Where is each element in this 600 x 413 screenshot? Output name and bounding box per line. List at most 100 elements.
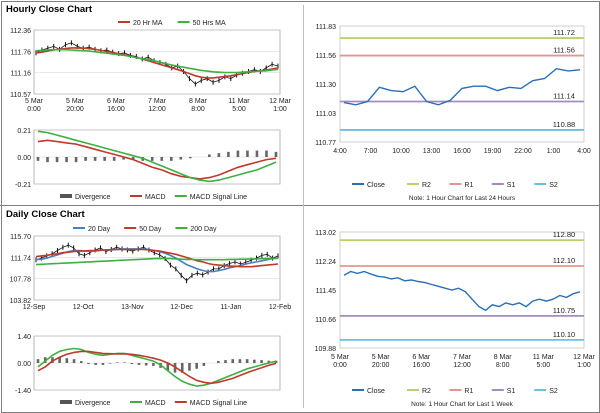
pivot-r1-label: 112.10 [553, 256, 575, 265]
legend-label: 200 Day [190, 226, 217, 233]
x-tick-label: 12-Feb [269, 304, 291, 311]
x-tick-label: 16:00 [453, 148, 471, 155]
x-tick-label: 5 Mar 0:00 [331, 354, 350, 369]
x-tick-label: 5 Mar 20:00 [66, 98, 85, 113]
legend-label: 50 Day [139, 226, 162, 233]
legend-swatch [60, 194, 72, 198]
legend-label: R2 [422, 388, 431, 395]
daily-section-title: Daily Close Chart [6, 209, 85, 220]
y-tick-label: 115.70 [10, 234, 31, 241]
ma20-line [35, 47, 279, 79]
x-tick-label: 10:00 [392, 148, 410, 155]
legend-label: R2 [422, 182, 431, 189]
pivot-s2-label: 110.88 [553, 120, 575, 129]
section-divider [0, 205, 600, 206]
x-tick-label: 4:00 [333, 148, 347, 155]
y-tick-label: 111.30 [316, 82, 336, 89]
y-tick-label: 110.66 [315, 317, 336, 324]
y-tick-label: 110.57 [10, 92, 31, 99]
legend-label: 20 Hr MA [133, 20, 163, 27]
legend-label: 20 Day [88, 226, 111, 233]
ma50-line [35, 48, 279, 74]
y-tick-label: 0.21 [17, 128, 31, 135]
y-tick-label: 111.76 [11, 49, 31, 56]
legend-label: MACD Signal Line [190, 194, 247, 201]
legend-label: Close [367, 388, 385, 395]
x-tick-label: 12 Mar 1:00 [573, 354, 595, 369]
plot-area [339, 25, 585, 143]
pivot-r2-label: 112.80 [553, 230, 575, 239]
y-tick-label: 111.45 [316, 288, 336, 295]
legend-label: S1 [507, 388, 516, 395]
ma200-line [35, 257, 278, 266]
legend-label: MACD [145, 400, 166, 407]
y-tick-label: 111.83 [316, 24, 336, 31]
legend-label: Divergence [75, 400, 111, 407]
legend-label: R1 [464, 182, 473, 189]
daily-pivot-chart: 113.02 112.24 111.45 110.66 109.88 112.80 112.… [315, 230, 596, 408]
legend-label: S2 [549, 388, 558, 395]
close-line [343, 67, 581, 106]
macd-line [37, 139, 277, 180]
legend-label: MACD Signal Line [190, 400, 247, 407]
pivot-r1-label: 111.56 [553, 46, 575, 55]
legend-label: 50 Hrs MA [193, 20, 226, 27]
y-tick-label: 112.24 [315, 259, 336, 266]
x-tick-label: 7 Mar 12:00 [453, 354, 472, 369]
pivot-r2-label: 111.72 [553, 28, 575, 37]
y-tick-label: 0.00 [17, 361, 31, 368]
y-tick-label: 0.00 [17, 155, 31, 162]
y-tick-label: 112.36 [10, 28, 31, 35]
y-tick-label: -0.21 [15, 182, 31, 189]
hourly-price-chart: 112.36 111.76 111.16 110.57 20 Hr MA 50 Hrs M… [10, 20, 291, 113]
column-divider [303, 5, 304, 408]
y-tick-label: 109.88 [315, 346, 337, 353]
x-tick-label: 13:00 [423, 148, 441, 155]
y-tick-label: 107.78 [10, 277, 32, 284]
x-tick-label: 13-Nov [121, 304, 144, 311]
y-tick-label: 1.40 [17, 334, 31, 341]
x-tick-label: 5 Mar 0:00 [25, 98, 44, 113]
y-tick-label: 111.03 [316, 111, 336, 118]
hourly-macd-chart: 0.21 0.00 -0.21 Divergence MACD MACD Signal L… [15, 128, 281, 201]
x-tick-label: 7 Mar 12:00 [148, 98, 167, 113]
chart-note: Note: 1 Hour Chart for Last 24 Hours [409, 195, 516, 202]
x-tick-label: 12-Oct [73, 304, 94, 311]
y-tick-label: 111.56 [316, 53, 336, 60]
pivot-s1-label: 111.14 [553, 92, 575, 101]
legend-label: MACD [145, 194, 166, 201]
x-tick-label: 5 Mar 20:00 [372, 354, 391, 369]
close-line [343, 270, 581, 312]
legend-label: Close [367, 182, 385, 189]
legend-label: S2 [549, 182, 558, 189]
x-tick-label: 1:00 [547, 148, 561, 155]
x-tick-label: 8 Mar 8:00 [189, 98, 208, 113]
y-tick-label: 111.74 [11, 255, 31, 262]
hourly-pivot-chart: 111.83 111.56 111.30 111.03 110.77 111.72 111.… [315, 24, 591, 202]
legend-label: R1 [464, 388, 473, 395]
chart-note: Note: 1 Hour Chart for Last 1 Week [411, 401, 514, 408]
legend-label: S1 [507, 182, 516, 189]
x-tick-label: 8 Mar 8:00 [494, 354, 513, 369]
x-tick-label: 19:00 [484, 148, 502, 155]
y-tick-label: -1.40 [15, 388, 31, 395]
signal-line [37, 350, 277, 385]
y-tick-label: 103.82 [10, 298, 32, 305]
x-tick-label: 11-Jan [220, 304, 241, 311]
y-tick-label: 113.02 [315, 230, 336, 237]
x-tick-label: 7:00 [364, 148, 378, 155]
x-tick-label: 12-Sep [23, 304, 46, 311]
daily-price-chart: 115.70 111.74 107.78 103.82 20 Day 50 Day 200 … [10, 226, 292, 311]
macd-line [37, 347, 277, 387]
x-tick-label: 4:00 [577, 148, 591, 155]
x-tick-label: 6 Mar 16:00 [412, 354, 431, 369]
x-tick-label: 12-Dec [170, 304, 193, 311]
legend-label: Divergence [75, 194, 111, 201]
signal-line [37, 130, 277, 183]
x-tick-label: 11 Mar 5:00 [533, 354, 555, 369]
x-tick-label: 12 Mar 1:00 [269, 98, 291, 113]
pivot-s2-label: 110.10 [553, 330, 575, 339]
x-tick-label: 22:00 [514, 148, 532, 155]
pivot-s1-label: 110.75 [553, 306, 575, 315]
daily-macd-chart: 1.40 0.00 -1.40 Divergence MACD MACD Signal L… [15, 334, 281, 407]
